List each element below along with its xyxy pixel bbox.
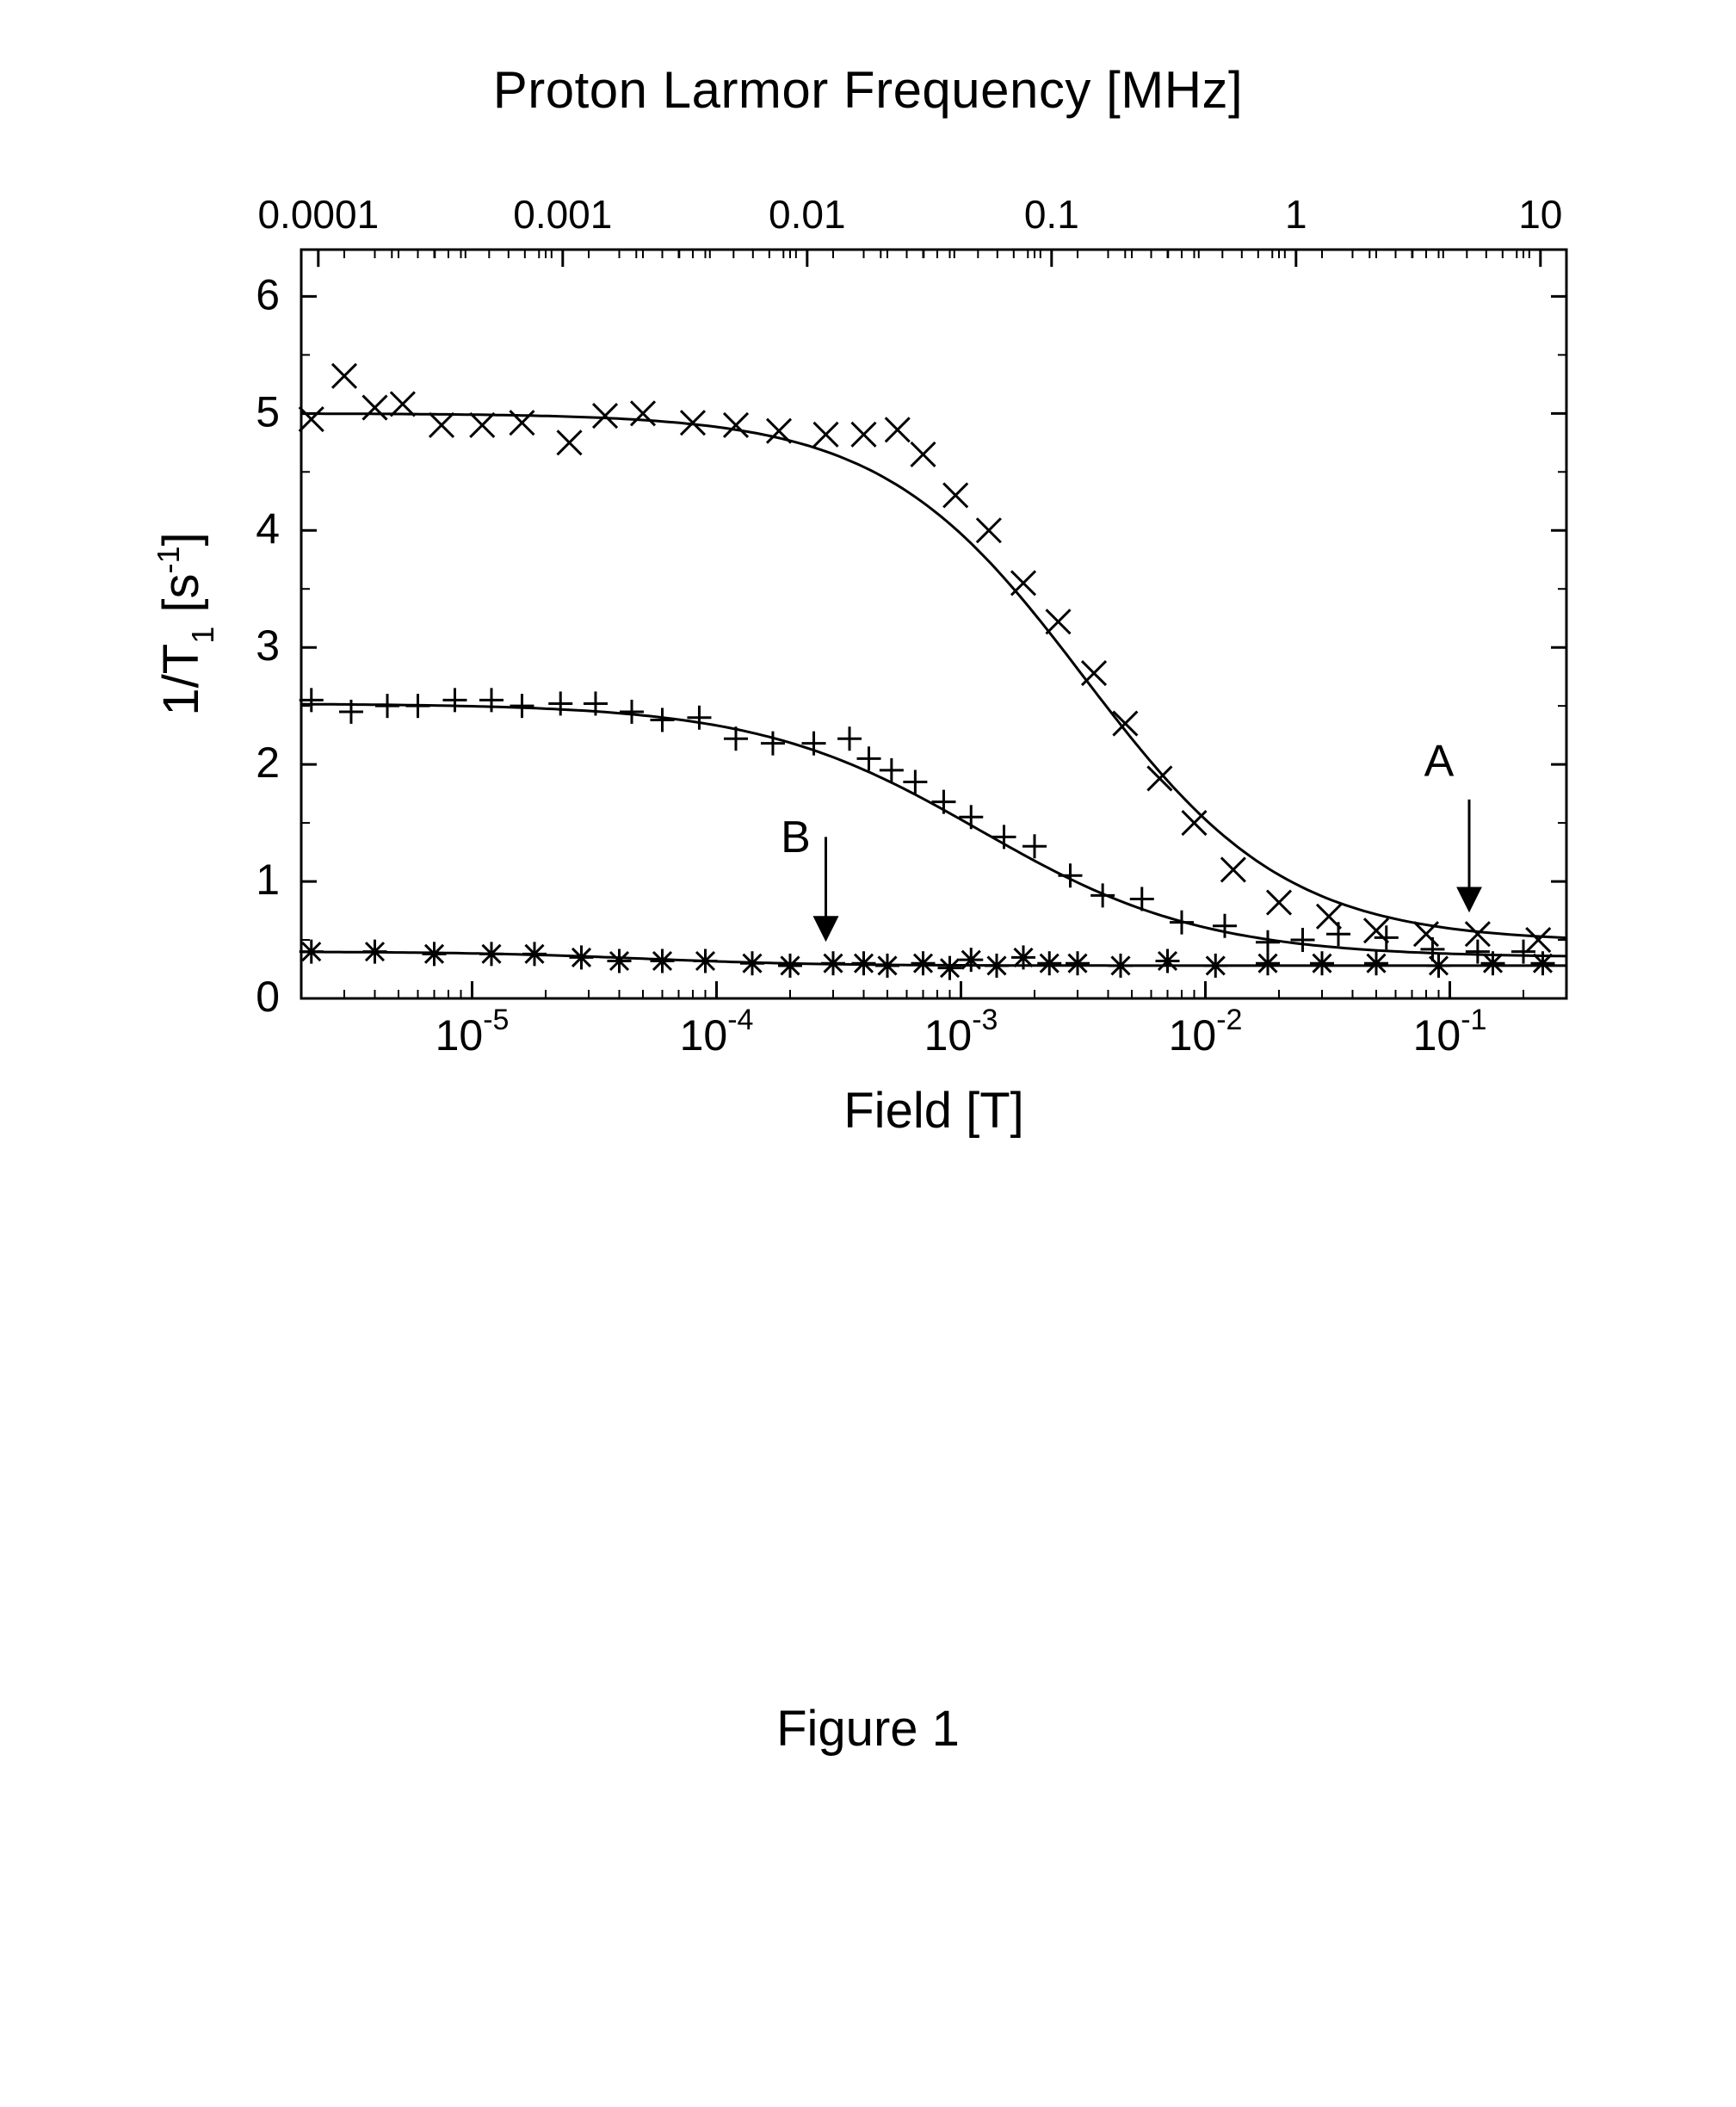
svg-text:0.0001: 0.0001 bbox=[257, 192, 379, 237]
svg-text:10: 10 bbox=[1518, 192, 1562, 237]
svg-text:Field [T]: Field [T] bbox=[843, 1083, 1024, 1139]
svg-text:10-2: 10-2 bbox=[1169, 1004, 1243, 1060]
svg-text:0: 0 bbox=[256, 973, 280, 1021]
figure-caption: Figure 1 bbox=[0, 1700, 1736, 1758]
svg-text:0.01: 0.01 bbox=[769, 192, 846, 237]
svg-text:1: 1 bbox=[256, 856, 280, 904]
svg-text:6: 6 bbox=[256, 270, 280, 318]
svg-text:10-5: 10-5 bbox=[436, 1004, 510, 1060]
chart-svg: 0 1 2 3 4 5 6 1/T1 [s-1] 10-5 10-4 10-3 10-2 10-1 Fie… bbox=[129, 155, 1609, 1188]
svg-text:2: 2 bbox=[256, 738, 280, 787]
top-title: Proton Larmor Frequency [MHz] bbox=[0, 60, 1736, 120]
svg-text:1: 1 bbox=[1285, 192, 1307, 237]
svg-text:0.1: 0.1 bbox=[1024, 192, 1079, 237]
svg-text:10-3: 10-3 bbox=[924, 1004, 998, 1060]
svg-text:3: 3 bbox=[256, 621, 280, 670]
svg-text:0.001: 0.001 bbox=[513, 192, 612, 237]
page: Proton Larmor Frequency [MHz] 0 1 2 3 4 5 6 1/T… bbox=[0, 0, 1736, 2107]
svg-text:4: 4 bbox=[256, 504, 280, 553]
svg-text:A: A bbox=[1424, 737, 1455, 787]
svg-text:10-1: 10-1 bbox=[1413, 1004, 1487, 1060]
svg-text:5: 5 bbox=[256, 387, 280, 436]
svg-text:10-4: 10-4 bbox=[680, 1004, 754, 1060]
chart-container: 0 1 2 3 4 5 6 1/T1 [s-1] 10-5 10-4 10-3 10-2 10-1 Fie… bbox=[129, 155, 1609, 1188]
svg-text:B: B bbox=[781, 813, 811, 862]
svg-text:1/T1 [s-1]: 1/T1 [s-1] bbox=[151, 532, 220, 715]
